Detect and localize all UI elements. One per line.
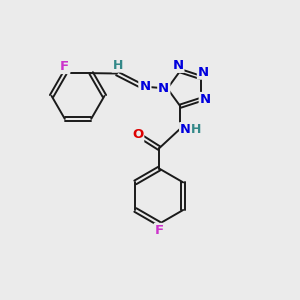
Text: N: N [139,80,151,94]
Text: H: H [191,123,201,136]
Text: N: N [158,82,169,95]
Text: H: H [112,58,123,72]
Text: N: N [180,123,191,136]
Text: N: N [172,59,183,72]
Text: N: N [198,66,209,79]
Text: O: O [132,128,143,142]
Text: N: N [200,93,211,106]
Text: F: F [60,60,69,73]
Text: F: F [155,224,164,237]
